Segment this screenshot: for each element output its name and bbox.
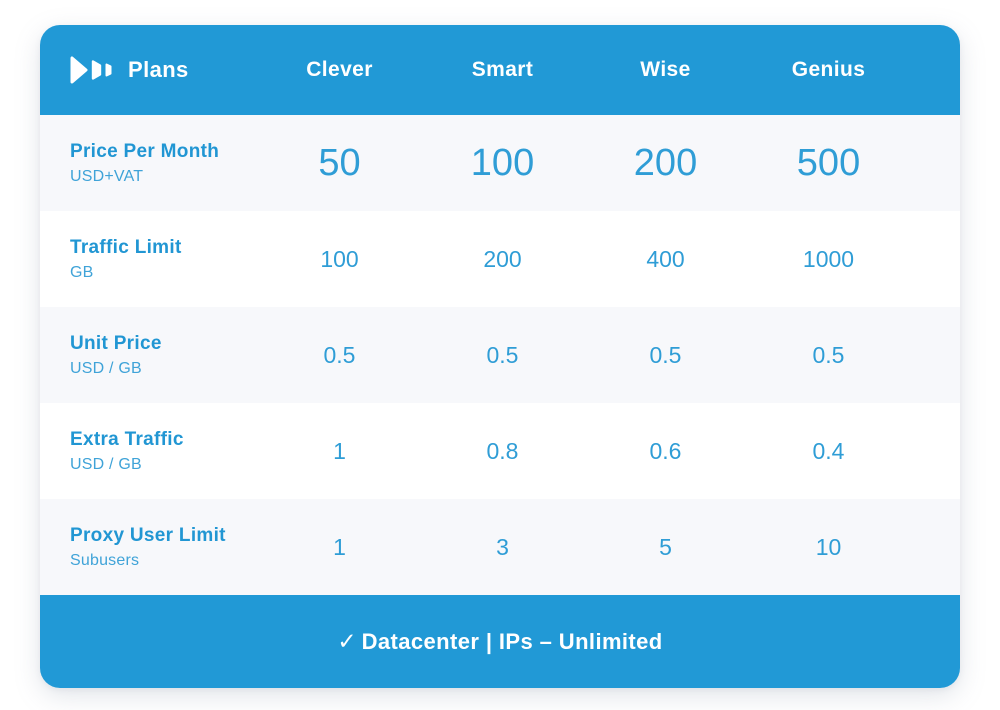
column-header-wise: Wise bbox=[640, 58, 691, 81]
row-label: Proxy User Limit bbox=[70, 524, 226, 546]
pricing-table-card: Plans Clever Smart Wise Genius Price Per… bbox=[40, 25, 960, 688]
column-header-genius: Genius bbox=[791, 58, 866, 81]
row-value-genius: 10 bbox=[815, 533, 842, 560]
row-value-clever: 50 bbox=[318, 141, 361, 184]
table-header-row: Plans Clever Smart Wise Genius bbox=[40, 25, 960, 115]
row-label: Unit Price bbox=[70, 332, 162, 354]
row-value-genius: 500 bbox=[796, 141, 861, 184]
row-value-wise: 0.6 bbox=[649, 437, 682, 464]
row-value-smart: 100 bbox=[470, 141, 535, 184]
row-label: Traffic Limit bbox=[70, 236, 182, 258]
row-label-cell: Proxy User Limit Subusers bbox=[40, 525, 258, 570]
column-header-smart: Smart bbox=[471, 58, 534, 81]
row-value-clever: 0.5 bbox=[323, 341, 356, 368]
table-row-traffic-limit: Traffic Limit GB 100 200 400 1000 bbox=[40, 211, 960, 307]
row-sublabel: USD / GB bbox=[70, 359, 142, 377]
triple-play-icon bbox=[70, 55, 114, 85]
row-value-smart: 3 bbox=[496, 533, 509, 560]
row-label: Price Per Month bbox=[70, 140, 220, 162]
table-row-proxy-user-limit: Proxy User Limit Subusers 1 3 5 10 bbox=[40, 499, 960, 595]
row-label-cell: Price Per Month USD+VAT bbox=[40, 141, 258, 186]
table-row-unit-price: Unit Price USD / GB 0.5 0.5 0.5 0.5 bbox=[40, 307, 960, 403]
table-row-price-per-month: Price Per Month USD+VAT 50 100 200 500 bbox=[40, 115, 960, 211]
row-value-genius: 0.4 bbox=[812, 437, 845, 464]
footer-text: Datacenter | IPs – Unlimited bbox=[361, 628, 663, 654]
row-value-wise: 0.5 bbox=[649, 341, 682, 368]
row-label: Extra Traffic bbox=[70, 428, 184, 450]
row-value-clever: 1 bbox=[333, 533, 346, 560]
row-label-cell: Extra Traffic USD / GB bbox=[40, 429, 258, 474]
plans-title: Plans bbox=[128, 57, 189, 82]
row-label-cell: Traffic Limit GB bbox=[40, 237, 258, 282]
column-header-clever: Clever bbox=[306, 58, 373, 81]
row-value-wise: 5 bbox=[659, 533, 672, 560]
check-icon: ✓ bbox=[337, 628, 357, 654]
row-label-cell: Unit Price USD / GB bbox=[40, 333, 258, 378]
row-sublabel: Subusers bbox=[70, 551, 140, 569]
row-value-clever: 1 bbox=[333, 437, 346, 464]
row-value-genius: 1000 bbox=[802, 245, 855, 272]
table-footer: ✓ Datacenter | IPs – Unlimited bbox=[40, 595, 960, 688]
table-row-extra-traffic: Extra Traffic USD / GB 1 0.8 0.6 0.4 bbox=[40, 403, 960, 499]
row-value-wise: 200 bbox=[633, 141, 698, 184]
row-sublabel: GB bbox=[70, 263, 94, 281]
row-value-clever: 100 bbox=[320, 245, 359, 272]
row-sublabel: USD+VAT bbox=[70, 167, 144, 185]
row-value-genius: 0.5 bbox=[812, 341, 845, 368]
table-body: Price Per Month USD+VAT 50 100 200 500 T… bbox=[40, 115, 960, 595]
row-value-smart: 0.5 bbox=[486, 341, 519, 368]
plans-header-cell: Plans bbox=[40, 55, 258, 85]
row-value-smart: 200 bbox=[483, 245, 522, 272]
row-sublabel: USD / GB bbox=[70, 455, 142, 473]
row-value-wise: 400 bbox=[646, 245, 685, 272]
row-value-smart: 0.8 bbox=[486, 437, 519, 464]
